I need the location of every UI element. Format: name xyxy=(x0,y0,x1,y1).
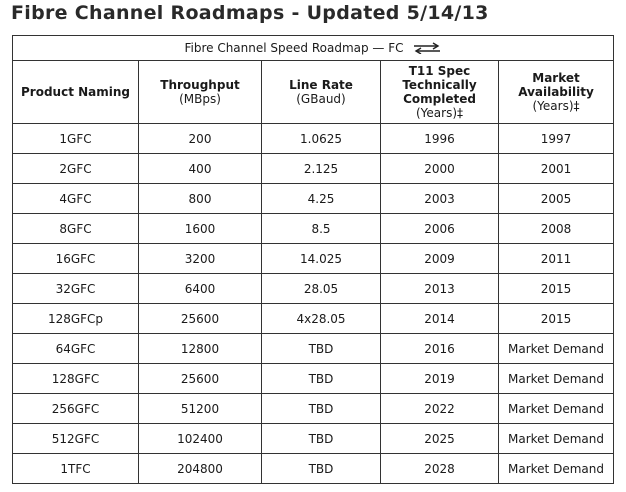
table-row: 128GFCp 25600 4x28.05 2014 2015 xyxy=(12,303,614,334)
bidirectional-arrows-icon xyxy=(412,42,442,54)
cell-throughput: 200 xyxy=(138,123,262,154)
cell-throughput: 102400 xyxy=(138,423,262,454)
cell-throughput: 400 xyxy=(138,153,262,184)
cell-throughput: 3200 xyxy=(138,243,262,274)
cell-product: 64GFC xyxy=(12,333,139,364)
header-product-naming: Product Naming xyxy=(12,60,139,124)
cell-market-year: Market Demand xyxy=(498,393,614,424)
table-header-row: Product Naming Throughput (MBps) Line Ra… xyxy=(12,60,614,124)
table-row: 1GFC 200 1.0625 1996 1997 xyxy=(12,123,614,154)
cell-market-year: Market Demand xyxy=(498,453,614,484)
cell-throughput: 6400 xyxy=(138,273,262,304)
cell-throughput: 12800 xyxy=(138,333,262,364)
cell-t11-year: 2006 xyxy=(380,213,499,244)
table-row: 1TFC 204800 TBD 2028 Market Demand xyxy=(12,453,614,484)
cell-market-year: Market Demand xyxy=(498,423,614,454)
cell-market-year: 1997 xyxy=(498,123,614,154)
header-throughput: Throughput (MBps) xyxy=(138,60,262,124)
cell-product: 128GFC xyxy=(12,363,139,394)
table-row: 64GFC 12800 TBD 2016 Market Demand xyxy=(12,333,614,364)
table-row: 32GFC 6400 28.05 2013 2015 xyxy=(12,273,614,304)
cell-line-rate: 4x28.05 xyxy=(261,303,381,334)
cell-t11-year: 2019 xyxy=(380,363,499,394)
cell-product: 256GFC xyxy=(12,393,139,424)
table-caption-cell: Fibre Channel Speed Roadmap — FC xyxy=(12,35,614,61)
cell-throughput: 25600 xyxy=(138,303,262,334)
cell-t11-year: 2013 xyxy=(380,273,499,304)
cell-product: 128GFCp xyxy=(12,303,139,334)
cell-t11-year: 2014 xyxy=(380,303,499,334)
cell-product: 512GFC xyxy=(12,423,139,454)
cell-throughput: 51200 xyxy=(138,393,262,424)
cell-line-rate: TBD xyxy=(261,333,381,364)
cell-t11-year: 2009 xyxy=(380,243,499,274)
table-caption: Fibre Channel Speed Roadmap — FC xyxy=(184,41,404,55)
cell-product: 4GFC xyxy=(12,183,139,214)
cell-product: 32GFC xyxy=(12,273,139,304)
cell-throughput: 204800 xyxy=(138,453,262,484)
roadmap-table: Fibre Channel Speed Roadmap — FC Product… xyxy=(12,35,614,484)
cell-market-year: Market Demand xyxy=(498,363,614,394)
cell-line-rate: 2.125 xyxy=(261,153,381,184)
table-row: 4GFC 800 4.25 2003 2005 xyxy=(12,183,614,214)
cell-line-rate: 1.0625 xyxy=(261,123,381,154)
cell-t11-year: 2028 xyxy=(380,453,499,484)
cell-line-rate: 8.5 xyxy=(261,213,381,244)
header-line-rate: Line Rate (GBaud) xyxy=(261,60,381,124)
cell-product: 1TFC xyxy=(12,453,139,484)
table-row: 256GFC 51200 TBD 2022 Market Demand xyxy=(12,393,614,424)
cell-line-rate: TBD xyxy=(261,453,381,484)
cell-market-year: 2015 xyxy=(498,303,614,334)
cell-market-year: 2015 xyxy=(498,273,614,304)
table-row: 16GFC 3200 14.025 2009 2011 xyxy=(12,243,614,274)
cell-t11-year: 2003 xyxy=(380,183,499,214)
cell-market-year: 2005 xyxy=(498,183,614,214)
cell-line-rate: TBD xyxy=(261,423,381,454)
table-row: 2GFC 400 2.125 2000 2001 xyxy=(12,153,614,184)
cell-market-year: 2011 xyxy=(498,243,614,274)
cell-product: 1GFC xyxy=(12,123,139,154)
cell-throughput: 1600 xyxy=(138,213,262,244)
table-row: 512GFC 102400 TBD 2025 Market Demand xyxy=(12,423,614,454)
cell-t11-year: 2016 xyxy=(380,333,499,364)
cell-line-rate: 14.025 xyxy=(261,243,381,274)
cell-line-rate: TBD xyxy=(261,393,381,424)
cell-t11-year: 2000 xyxy=(380,153,499,184)
cell-line-rate: 4.25 xyxy=(261,183,381,214)
cell-product: 8GFC xyxy=(12,213,139,244)
cell-market-year: 2008 xyxy=(498,213,614,244)
cell-line-rate: TBD xyxy=(261,363,381,394)
header-market-availability: Market Availability (Years)‡ xyxy=(498,60,614,124)
cell-throughput: 25600 xyxy=(138,363,262,394)
cell-t11-year: 2022 xyxy=(380,393,499,424)
table-caption-row: Fibre Channel Speed Roadmap — FC xyxy=(12,35,614,61)
page-title: Fibre Channel Roadmaps - Updated 5/14/13 xyxy=(11,2,489,24)
cell-product: 16GFC xyxy=(12,243,139,274)
cell-t11-year: 2025 xyxy=(380,423,499,454)
cell-product: 2GFC xyxy=(12,153,139,184)
cell-market-year: Market Demand xyxy=(498,333,614,364)
cell-line-rate: 28.05 xyxy=(261,273,381,304)
cell-market-year: 2001 xyxy=(498,153,614,184)
cell-throughput: 800 xyxy=(138,183,262,214)
header-t11-spec: T11 Spec Technically Completed (Years)‡ xyxy=(380,60,499,124)
table-row: 8GFC 1600 8.5 2006 2008 xyxy=(12,213,614,244)
cell-t11-year: 1996 xyxy=(380,123,499,154)
table-row: 128GFC 25600 TBD 2019 Market Demand xyxy=(12,363,614,394)
